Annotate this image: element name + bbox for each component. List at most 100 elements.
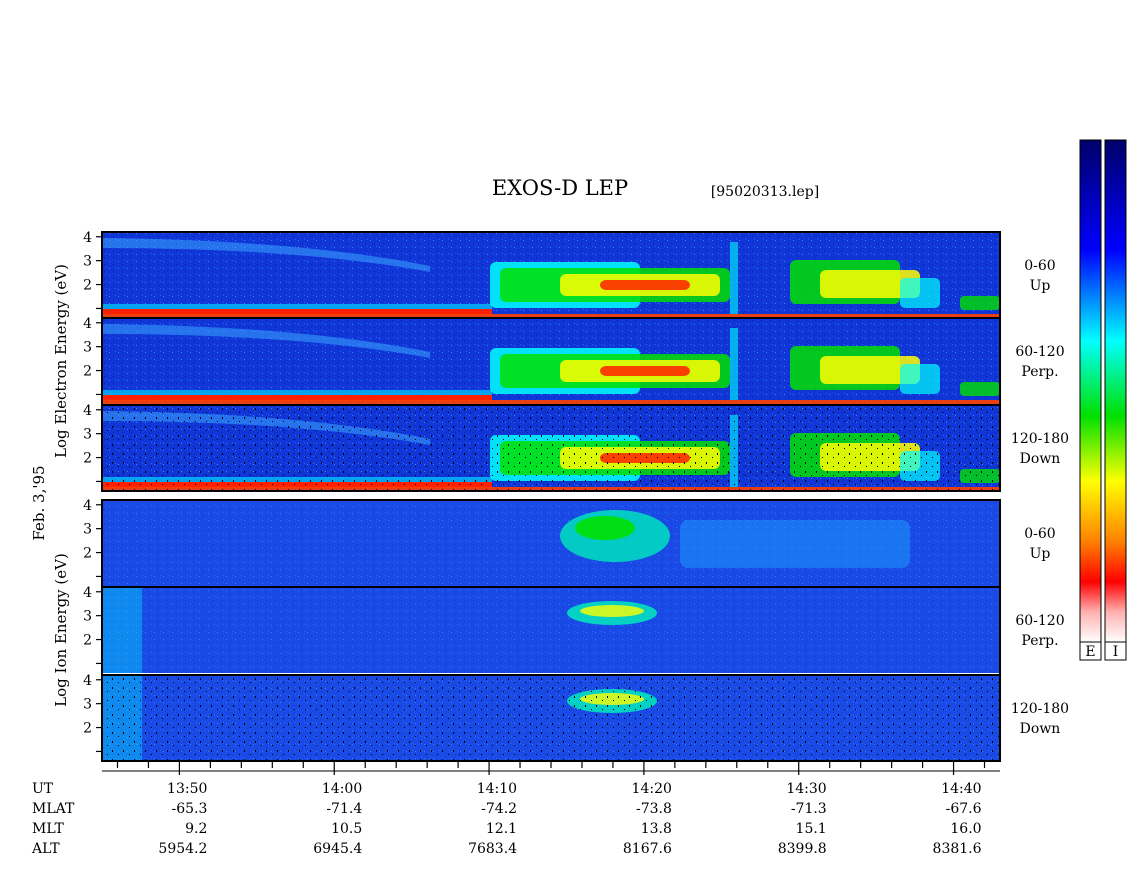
ephemeris-value: -65.3 xyxy=(172,801,208,817)
y-tick-label: 2 xyxy=(83,278,92,294)
spectrogram-panel xyxy=(102,318,1000,404)
ephemeris-value: 15.1 xyxy=(796,821,827,837)
pitch-angle-label: 0-60 xyxy=(1024,526,1055,542)
ephemeris-value: 14:00 xyxy=(322,781,362,797)
date-label: Feb. 3,'95 xyxy=(30,465,48,540)
file-label: [95020313.lep] xyxy=(710,184,820,200)
ephemeris-value: 6945.4 xyxy=(313,841,362,857)
active-region xyxy=(900,278,940,308)
active-region xyxy=(960,382,1000,396)
direction-label: Perp. xyxy=(1021,633,1058,649)
ephemeris-value: 14:40 xyxy=(941,781,981,797)
spectrogram-panel xyxy=(102,587,1000,673)
noise-dots xyxy=(102,405,1000,491)
active-region xyxy=(600,366,690,376)
ephemeris-value: -71.3 xyxy=(791,801,827,817)
y-axis-label: Log Ion Energy (eV) xyxy=(52,553,70,707)
ephemeris-value: 5954.2 xyxy=(158,841,207,857)
ephemeris-value: 10.5 xyxy=(331,821,362,837)
low-energy-band xyxy=(102,395,492,401)
active-region xyxy=(580,605,644,617)
colorbar xyxy=(1104,139,1127,643)
ephemeris-value: 14:10 xyxy=(477,781,517,797)
y-tick-label: 3 xyxy=(83,697,92,713)
active-region xyxy=(102,587,142,673)
y-tick-label: 4 xyxy=(83,403,92,419)
ephemeris-value: 13.8 xyxy=(641,821,672,837)
pitch-angle-label: 60-120 xyxy=(1015,613,1064,629)
direction-label: Down xyxy=(1020,451,1061,467)
low-energy-band xyxy=(102,314,1000,318)
low-energy-band xyxy=(102,309,492,315)
low-energy-band xyxy=(102,400,1000,404)
y-tick-label: 4 xyxy=(83,316,92,332)
active-region xyxy=(600,280,690,290)
ephemeris-row-label: MLAT xyxy=(32,801,75,817)
ephemeris-value: 9.2 xyxy=(185,821,207,837)
ephemeris-value: 8167.6 xyxy=(623,841,672,857)
active-region xyxy=(680,520,910,568)
y-tick-label: 2 xyxy=(83,633,92,649)
spectrogram-panel xyxy=(102,405,1000,491)
ephemeris-value: 12.1 xyxy=(486,821,517,837)
panel-noise xyxy=(102,587,1000,673)
y-tick-label: 3 xyxy=(83,609,92,625)
low-energy-band xyxy=(102,390,492,398)
pitch-angle-label: 120-180 xyxy=(1011,701,1069,717)
y-axis-label: Log Electron Energy (eV) xyxy=(52,264,70,458)
active-region xyxy=(820,356,920,384)
ephemeris-value: 8399.8 xyxy=(778,841,827,857)
pitch-angle-label: 60-120 xyxy=(1015,344,1064,360)
diffuse-band xyxy=(102,238,430,272)
y-tick-label: 4 xyxy=(83,673,92,689)
ephemeris-value: 8381.6 xyxy=(933,841,982,857)
direction-label: Down xyxy=(1020,721,1061,737)
y-tick-label: 3 xyxy=(83,340,92,356)
ephemeris-value: 16.0 xyxy=(950,821,981,837)
colorbar-label-box xyxy=(1104,641,1127,661)
y-tick-label: 4 xyxy=(83,585,92,601)
colorbar xyxy=(1079,139,1102,643)
y-tick-label: 4 xyxy=(83,230,92,246)
ephemeris-row-label: ALT xyxy=(31,841,60,857)
direction-label: Up xyxy=(1030,546,1051,562)
ephemeris-value: 14:20 xyxy=(632,781,672,797)
active-region xyxy=(820,270,920,298)
direction-label: Perp. xyxy=(1021,364,1058,380)
active-region xyxy=(575,516,635,540)
y-tick-label: 4 xyxy=(83,498,92,514)
y-tick-label: 2 xyxy=(83,364,92,380)
diffuse-band xyxy=(102,324,430,358)
ephemeris-value: -73.8 xyxy=(636,801,672,817)
diffuse-band xyxy=(102,587,1000,673)
y-tick-label: 3 xyxy=(83,254,92,270)
spectrogram-panel xyxy=(102,675,1000,761)
pitch-angle-label: 0-60 xyxy=(1024,258,1055,274)
ephemeris-value: -71.4 xyxy=(326,801,362,817)
direction-label: Up xyxy=(1030,278,1051,294)
electron-group-frame xyxy=(101,231,1001,492)
spectrogram-panel xyxy=(102,500,1000,586)
noise-dots xyxy=(102,675,1000,761)
ephemeris-value: 13:50 xyxy=(167,781,207,797)
y-tick-label: 2 xyxy=(83,546,92,562)
active-region xyxy=(900,364,940,394)
ephemeris-value: 7683.4 xyxy=(468,841,517,857)
low-energy-band xyxy=(102,304,492,312)
colorbar-label-box xyxy=(1079,641,1102,661)
chart-title: EXOS-D LEP xyxy=(491,176,629,200)
active-region xyxy=(960,296,1000,310)
y-tick-label: 3 xyxy=(83,427,92,443)
active-region xyxy=(730,328,738,400)
ephemeris-row-label: UT xyxy=(32,781,54,797)
active-region xyxy=(730,242,738,314)
colorbar-label: I xyxy=(1113,644,1119,660)
colorbar-label: E xyxy=(1085,644,1095,660)
y-tick-label: 3 xyxy=(83,522,92,538)
ephemeris-row-label: MLT xyxy=(32,821,64,837)
ephemeris-value: -67.6 xyxy=(946,801,982,817)
pitch-angle-label: 120-180 xyxy=(1011,431,1069,447)
spectrogram-panel xyxy=(102,232,1000,318)
ephemeris-value: -74.2 xyxy=(481,801,517,817)
